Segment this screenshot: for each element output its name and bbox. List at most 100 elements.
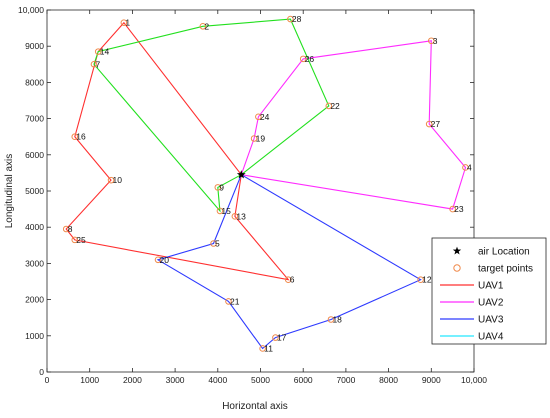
target-point-marker bbox=[299, 55, 307, 63]
target-point-marker bbox=[214, 184, 222, 191]
x-axis-ticks: 0 1000 2000 3000 4000 5000 6000 7000 8000 9000 10,… bbox=[45, 10, 487, 385]
target-point-marker bbox=[90, 61, 98, 68]
target-point-label: 5 bbox=[215, 238, 220, 248]
y-tick-label: 2000 bbox=[25, 295, 44, 305]
y-tick-label: 6000 bbox=[25, 150, 44, 160]
y-tick-label: 7000 bbox=[25, 114, 44, 124]
routes bbox=[65, 18, 467, 350]
target-point-marker bbox=[259, 345, 266, 352]
route-unlabeled bbox=[93, 18, 330, 213]
target-point-marker bbox=[327, 316, 335, 323]
target-point-label: 13 bbox=[236, 211, 246, 221]
target-point-marker bbox=[417, 276, 424, 283]
target-point-label: 4 bbox=[467, 162, 472, 172]
target-point-label: 24 bbox=[260, 112, 270, 122]
target-point-label: 3 bbox=[433, 36, 438, 46]
x-tick-label: 7000 bbox=[336, 375, 355, 385]
target-point-marker bbox=[120, 19, 128, 26]
legend-entry-label: UAV4 bbox=[478, 332, 504, 343]
route-uav2 bbox=[240, 40, 467, 210]
target-point-label: 15 bbox=[221, 206, 231, 216]
y-tick-label: 8000 bbox=[25, 77, 44, 87]
target-point-marker bbox=[210, 240, 217, 247]
y-tick-label: 1000 bbox=[25, 331, 44, 341]
x-tick-label: 0 bbox=[45, 375, 50, 385]
legend-entry-label: UAV2 bbox=[478, 298, 504, 309]
target-point-label: 1 bbox=[125, 18, 130, 28]
target-point-marker bbox=[216, 207, 224, 215]
target-point-marker bbox=[71, 133, 79, 140]
plot-area bbox=[46, 9, 475, 373]
target-point-label: 18 bbox=[332, 315, 342, 325]
target-point-label: 21 bbox=[230, 296, 240, 306]
target-point-marker bbox=[231, 213, 239, 220]
y-tick-label: 4000 bbox=[25, 222, 44, 232]
x-tick-label: 5000 bbox=[251, 375, 270, 385]
target-point-label: 25 bbox=[76, 235, 86, 245]
target-point-label: 8 bbox=[68, 224, 73, 234]
target-point-label: 26 bbox=[305, 54, 315, 64]
target-point-label: 17 bbox=[277, 333, 287, 343]
target-point-marker bbox=[272, 334, 279, 341]
legend-entry-label: air Location bbox=[478, 247, 530, 258]
target-point-label: 20 bbox=[160, 255, 170, 265]
x-tick-label: 4000 bbox=[208, 375, 227, 385]
target-point-label: 22 bbox=[330, 101, 340, 111]
target-point-label: 6 bbox=[290, 275, 295, 285]
x-tick-label: 9000 bbox=[422, 375, 441, 385]
target-point-marker bbox=[462, 164, 469, 171]
target-point-label: 2 bbox=[204, 21, 209, 31]
x-tick-label: 3000 bbox=[166, 375, 185, 385]
legend-entry-label: UAV3 bbox=[478, 315, 504, 326]
y-tick-label: 0 bbox=[39, 367, 44, 377]
x-tick-label: 10,000 bbox=[461, 375, 487, 385]
target-points: 1 234567891011121314151617181920212223242… bbox=[62, 14, 472, 353]
legend-entry-label: UAV1 bbox=[478, 281, 504, 292]
y-tick-label: 3000 bbox=[25, 258, 44, 268]
x-tick-label: 1000 bbox=[80, 375, 99, 385]
target-point-marker bbox=[199, 22, 207, 30]
target-point-marker bbox=[71, 236, 79, 244]
x-tick-label: 6000 bbox=[294, 375, 313, 385]
target-point-label: 28 bbox=[292, 14, 302, 24]
target-point-marker bbox=[107, 176, 115, 184]
target-point-label: 27 bbox=[431, 119, 441, 129]
y-axis-label: Longitudinal axis bbox=[4, 154, 15, 229]
x-tick-label: 8000 bbox=[379, 375, 398, 385]
route-uav1 bbox=[65, 21, 290, 281]
target-point-marker bbox=[428, 37, 435, 45]
target-point-label: 11 bbox=[264, 343, 273, 353]
target-point-marker bbox=[325, 102, 333, 110]
legend-circle-icon bbox=[453, 264, 461, 272]
route-uav3 bbox=[156, 174, 422, 350]
air-location bbox=[236, 170, 246, 179]
target-point-label: 23 bbox=[454, 204, 464, 214]
y-tick-label: 9000 bbox=[25, 41, 44, 51]
target-point-label: 19 bbox=[256, 134, 266, 144]
target-point-marker bbox=[255, 113, 262, 121]
target-point-marker bbox=[94, 48, 102, 55]
target-point-label: 10 bbox=[113, 175, 123, 185]
y-tick-label: 10,000 bbox=[18, 5, 44, 15]
target-point-label: 14 bbox=[100, 47, 110, 57]
target-point-marker bbox=[284, 276, 292, 283]
y-tick-label: 5000 bbox=[25, 186, 44, 196]
target-point-label: 12 bbox=[422, 275, 432, 285]
target-point-label: 9 bbox=[219, 182, 224, 192]
target-point-marker bbox=[250, 135, 258, 142]
target-point-marker bbox=[62, 225, 70, 233]
target-point-marker bbox=[425, 120, 433, 128]
legend-star-icon bbox=[452, 246, 462, 255]
legend: air Location target points UAV1 UAV2 UAV3 UAV… bbox=[431, 237, 547, 345]
target-point-label: 16 bbox=[76, 132, 86, 142]
target-point-marker bbox=[449, 205, 456, 213]
air-location-star bbox=[236, 170, 246, 179]
legend-box bbox=[431, 237, 547, 345]
x-tick-label: 2000 bbox=[123, 375, 142, 385]
y-axis-ticks: 0 1000 2000 3000 4000 5000 6000 7000 8000 9000 10,… bbox=[18, 5, 474, 377]
target-point-marker bbox=[225, 298, 232, 305]
x-axis-label: Horizontal axis bbox=[222, 401, 288, 412]
target-point-marker bbox=[154, 256, 162, 264]
target-point-label: 7 bbox=[95, 59, 100, 69]
